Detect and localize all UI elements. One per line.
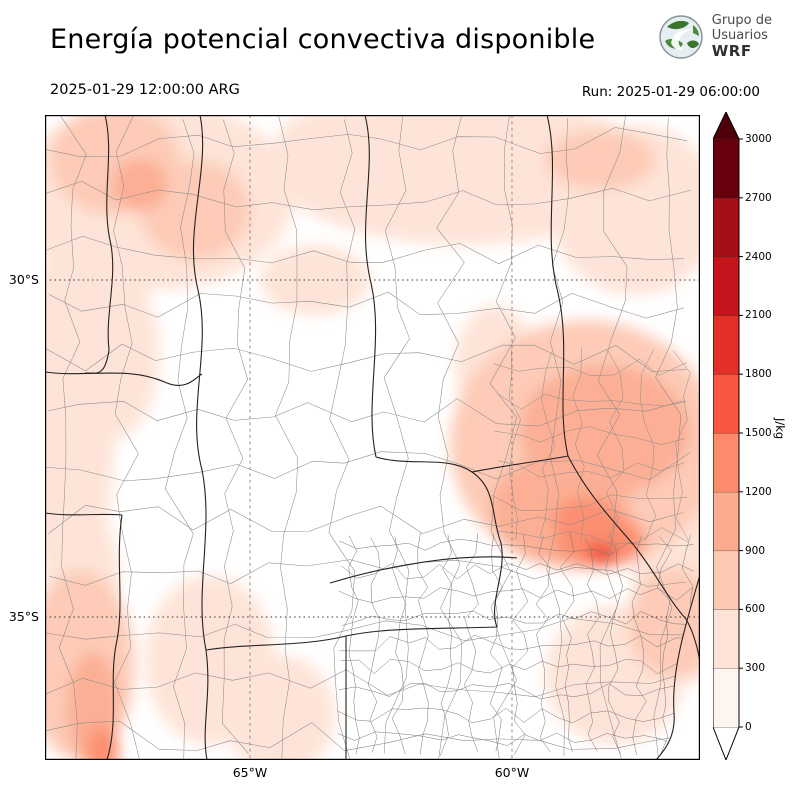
- lat-tick-label: 30°S: [8, 272, 39, 287]
- colorbar-under-arrow: [713, 727, 739, 760]
- colorbar-over-arrow: [713, 112, 739, 139]
- colorbar-tick-600: 600: [745, 603, 766, 616]
- wrf-user-group-logo: Grupo de Usuarios WRF: [657, 13, 772, 61]
- colorbar-tick-1800: 1800: [745, 368, 772, 381]
- colorbar-tick-3000: 3000: [745, 133, 772, 145]
- colorbar-tick-2400: 2400: [745, 250, 772, 263]
- map-frame: [45, 115, 700, 760]
- run-time: Run: 2025-01-29 06:00:00: [581, 84, 760, 100]
- colorbar-tick-0: 0: [745, 721, 752, 733]
- logo-line-1: Grupo de: [711, 13, 772, 29]
- wrf-globe-icon: [659, 15, 703, 59]
- cape-map: [45, 115, 700, 760]
- lon-tick-label: 65°W: [232, 765, 268, 780]
- lat-tick-label: 35°S: [8, 609, 39, 624]
- colorbar-tick-900: 900: [745, 544, 766, 557]
- province-boundaries-layer: [45, 115, 700, 760]
- map-panel: [45, 115, 700, 760]
- colorbar-tick-2700: 2700: [745, 191, 772, 204]
- colorbar-units-label: J/kg: [773, 418, 787, 440]
- logo-line-2: Usuarios: [711, 27, 768, 43]
- department-boundaries-layer: [45, 115, 696, 760]
- valid-time: 2025-01-29 12:00:00 ARG: [50, 82, 240, 98]
- colorbar-tick-2100: 2100: [745, 309, 772, 322]
- lon-tick-label: 60°W: [494, 765, 530, 780]
- colorbar-tick-300: 300: [745, 662, 766, 675]
- logo-line-3: WRF: [711, 42, 752, 61]
- colorbar-tick-1200: 1200: [745, 485, 772, 498]
- graticule-layer: [45, 115, 700, 760]
- page-title: Energía potencial convectiva disponible: [50, 24, 596, 55]
- colorbar: [713, 112, 743, 760]
- colorbar-tick-1500: 1500: [745, 427, 772, 439]
